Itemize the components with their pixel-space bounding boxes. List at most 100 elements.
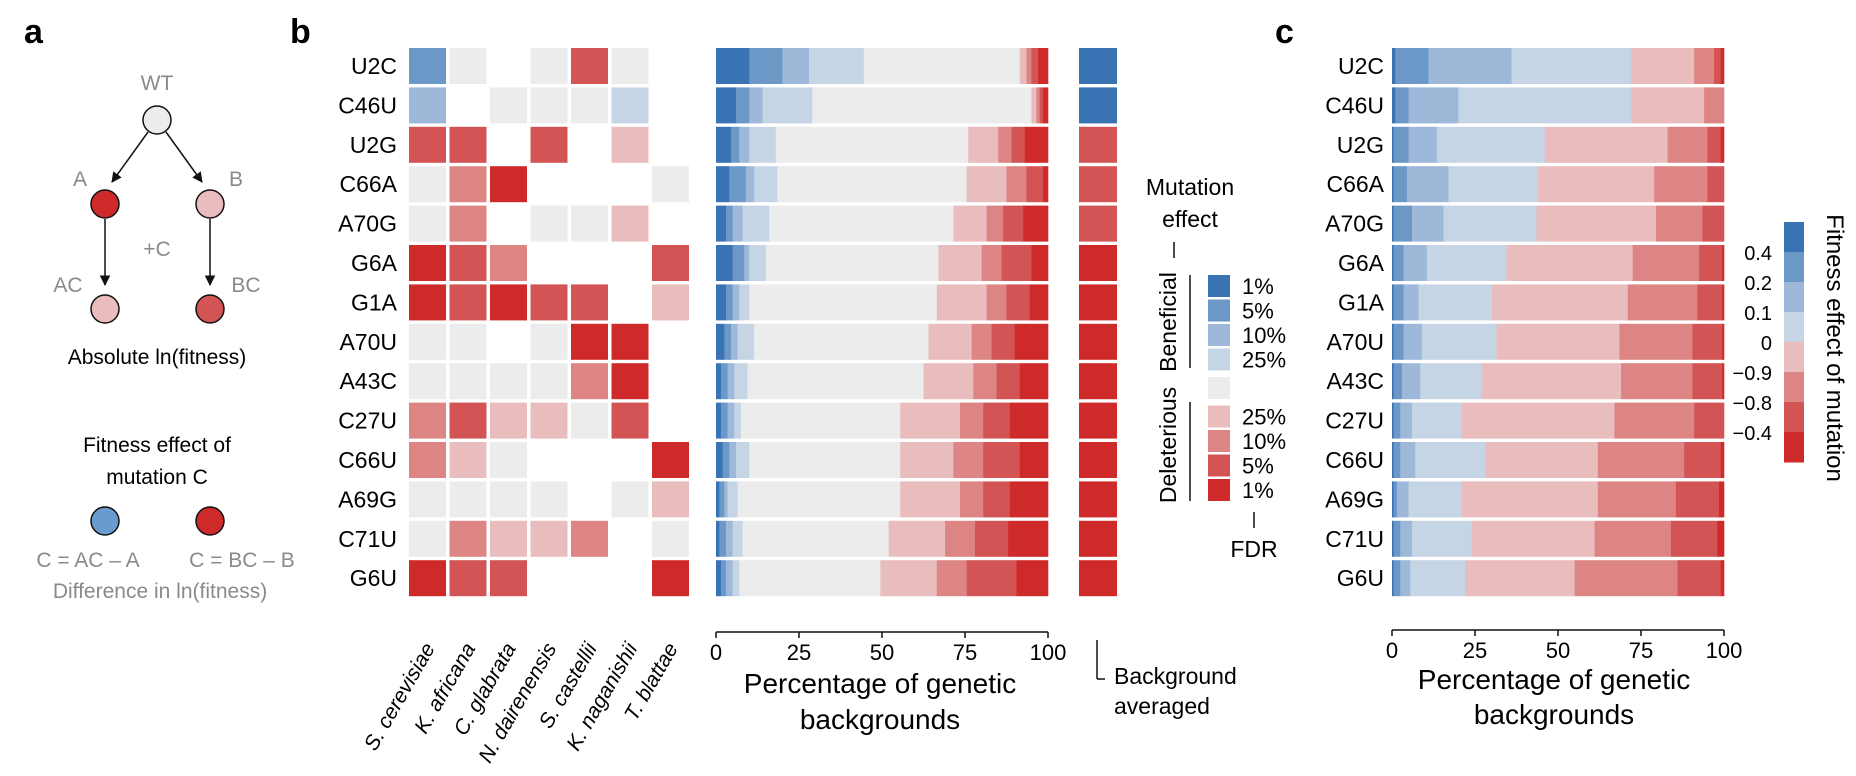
b-bar-A69G-seg-6	[960, 481, 984, 518]
heatmap-cell-C46U-4	[571, 87, 608, 124]
panel-b-xlabel-2: backgrounds	[800, 704, 960, 735]
c-bar-A43C-seg-2	[1401, 363, 1421, 400]
c-bar-A70U-seg-5	[1619, 323, 1693, 360]
c-bar-A70G-seg-1	[1393, 205, 1413, 242]
b-bar-C46U-seg-0	[716, 87, 737, 124]
b-bar-C27U-seg-0	[716, 402, 722, 439]
b-bar-U2C-seg-1	[749, 48, 783, 84]
heatmap-cell-A70U-5	[611, 323, 649, 360]
b-bar-A43C-seg-2	[727, 363, 735, 400]
legend-b-beneficial: Beneficial	[1155, 272, 1181, 372]
c-bar-G6A-seg-5	[1632, 245, 1700, 281]
heatmap-cell-A43C-1	[449, 363, 487, 400]
c-bar-G1A-seg-1	[1393, 284, 1404, 321]
heatmap-cell-G6A-2	[490, 245, 527, 281]
b-bar-A69G-seg-2	[724, 481, 728, 518]
c-bar-C66A-seg-3	[1448, 166, 1539, 203]
edge-wt-a	[111, 131, 149, 183]
b-bar-U2G-seg-0	[716, 126, 732, 163]
b-bar-C66U-seg-8	[1019, 442, 1049, 478]
node-label-ac: AC	[53, 274, 82, 297]
row-label-U2C: U2C	[351, 53, 397, 79]
averaged-cell-A69G	[1079, 481, 1117, 518]
b-bar-C27U-seg-2	[727, 402, 735, 439]
b-bar-G1A-seg-7	[1006, 284, 1031, 321]
c-bar-C66U-seg-7	[1720, 442, 1725, 478]
c-bar-C66A-seg-4	[1538, 166, 1655, 203]
b-bar-C66A-seg-0	[716, 166, 730, 203]
c-bar-C46U-seg-2	[1408, 87, 1459, 124]
c-bar-A70G-seg-4	[1536, 205, 1657, 242]
b-bar-U2G-seg-7	[1011, 126, 1026, 163]
legend-b-title-2: effect	[1162, 206, 1218, 232]
legend-b: Mutation effect Beneficial Deleterious 1…	[1146, 174, 1286, 562]
legend-b-deleterious: Deleterious	[1155, 387, 1181, 503]
c-bar-G1A-seg-2	[1403, 284, 1419, 321]
colorbar-seg-3	[1784, 312, 1804, 343]
b-bar-A70U-seg-2	[730, 323, 738, 360]
c-bar-G1A-seg-0	[1392, 284, 1394, 321]
b-bar-C66A-seg-2	[745, 166, 755, 203]
b-bar-C66A-seg-7	[1026, 166, 1044, 203]
b-bar-C27U-seg-7	[983, 402, 1011, 439]
c-bar-A43C-seg-1	[1393, 363, 1403, 400]
b-bar-A43C-seg-4	[747, 363, 924, 400]
colorbar-seg-2	[1784, 282, 1804, 313]
c-bar-G6A-seg-2	[1403, 245, 1428, 281]
c-row-label-A70G: A70G	[1325, 211, 1384, 237]
b-bar-G1A-seg-3	[739, 284, 750, 321]
b-bar-C71U-seg-5	[888, 520, 946, 557]
heatmap-cell-A69G-2	[490, 481, 527, 518]
heatmap-cell-A70G-0	[409, 205, 446, 242]
c-bar-G1A-seg-3	[1418, 284, 1492, 321]
b-bar-G1A-seg-0	[716, 284, 727, 321]
b-bar-A43C-seg-5	[923, 363, 974, 400]
heatmap-cell-A43C-0	[409, 363, 446, 400]
c-bar-A43C-seg-0	[1392, 363, 1394, 400]
b-bar-C66A-seg-8	[1043, 166, 1049, 203]
b-bar-A70G-seg-8	[1023, 205, 1049, 242]
heatmap-cell-C66A-0	[409, 166, 446, 203]
b-bar-C46U-seg-6	[1036, 87, 1040, 124]
averaged-cell-C66U	[1079, 442, 1117, 478]
heatmap-cell-C71U-4	[571, 520, 608, 557]
b-bar-G6A-seg-2	[744, 245, 750, 281]
c-bar-U2C-seg-7	[1720, 48, 1725, 84]
b-bar-A69G-seg-8	[1009, 481, 1049, 518]
node-a	[90, 189, 120, 219]
b-bar-A70G-seg-2	[732, 205, 743, 242]
b-bar-A70U-seg-7	[991, 323, 1016, 360]
legend-b-ben-swatch-2	[1208, 324, 1230, 346]
b-bar-C71U-seg-7	[974, 520, 1009, 557]
heatmap-cell-A43C-2	[490, 363, 527, 400]
legend-a-blue-circle	[90, 506, 120, 536]
edge-wt-b	[165, 131, 203, 183]
heatmap-cell-G6U-1	[449, 560, 487, 597]
c-bar-G6A-seg-4	[1506, 245, 1633, 281]
b-bar-A70G-seg-6	[986, 205, 1004, 242]
c-bar-U2G-seg-7	[1720, 126, 1725, 163]
b-bar-G6A-seg-8	[1031, 245, 1049, 281]
heatmap-cell-C46U-5	[611, 87, 649, 124]
heatmap-cell-C66U-0	[409, 442, 446, 478]
heatmap-cell-C71U-2	[490, 520, 527, 557]
b-bar-U2G-seg-3	[749, 126, 777, 163]
c-bar-A43C-seg-6	[1692, 363, 1723, 400]
c-bar-G6U-seg-6	[1677, 560, 1721, 597]
b-tick-label-100: 100	[1030, 640, 1067, 665]
averaged-cell-C46U	[1079, 87, 1117, 124]
heatmap-cell-G1A-2	[490, 284, 527, 321]
b-bar-A70G-seg-5	[953, 205, 987, 242]
c-bar-A43C-seg-7	[1722, 363, 1725, 400]
b-bar-C66U-seg-7	[983, 442, 1021, 478]
c-bar-C66A-seg-0	[1392, 166, 1394, 203]
formula-left: C = AC – A	[36, 549, 139, 572]
c-bar-G6U-seg-7	[1720, 560, 1725, 597]
b-bar-G1A-seg-4	[749, 284, 938, 321]
c-bar-C71U-seg-3	[1411, 520, 1472, 557]
c-bar-U2G-seg-6	[1707, 126, 1721, 163]
b-bar-C66A-seg-3	[754, 166, 778, 203]
c-bar-A43C-seg-5	[1621, 363, 1693, 400]
b-bar-C71U-seg-1	[719, 520, 727, 557]
